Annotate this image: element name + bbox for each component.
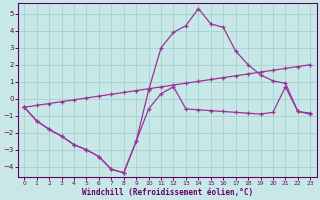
X-axis label: Windchill (Refroidissement éolien,°C): Windchill (Refroidissement éolien,°C)	[82, 188, 253, 197]
